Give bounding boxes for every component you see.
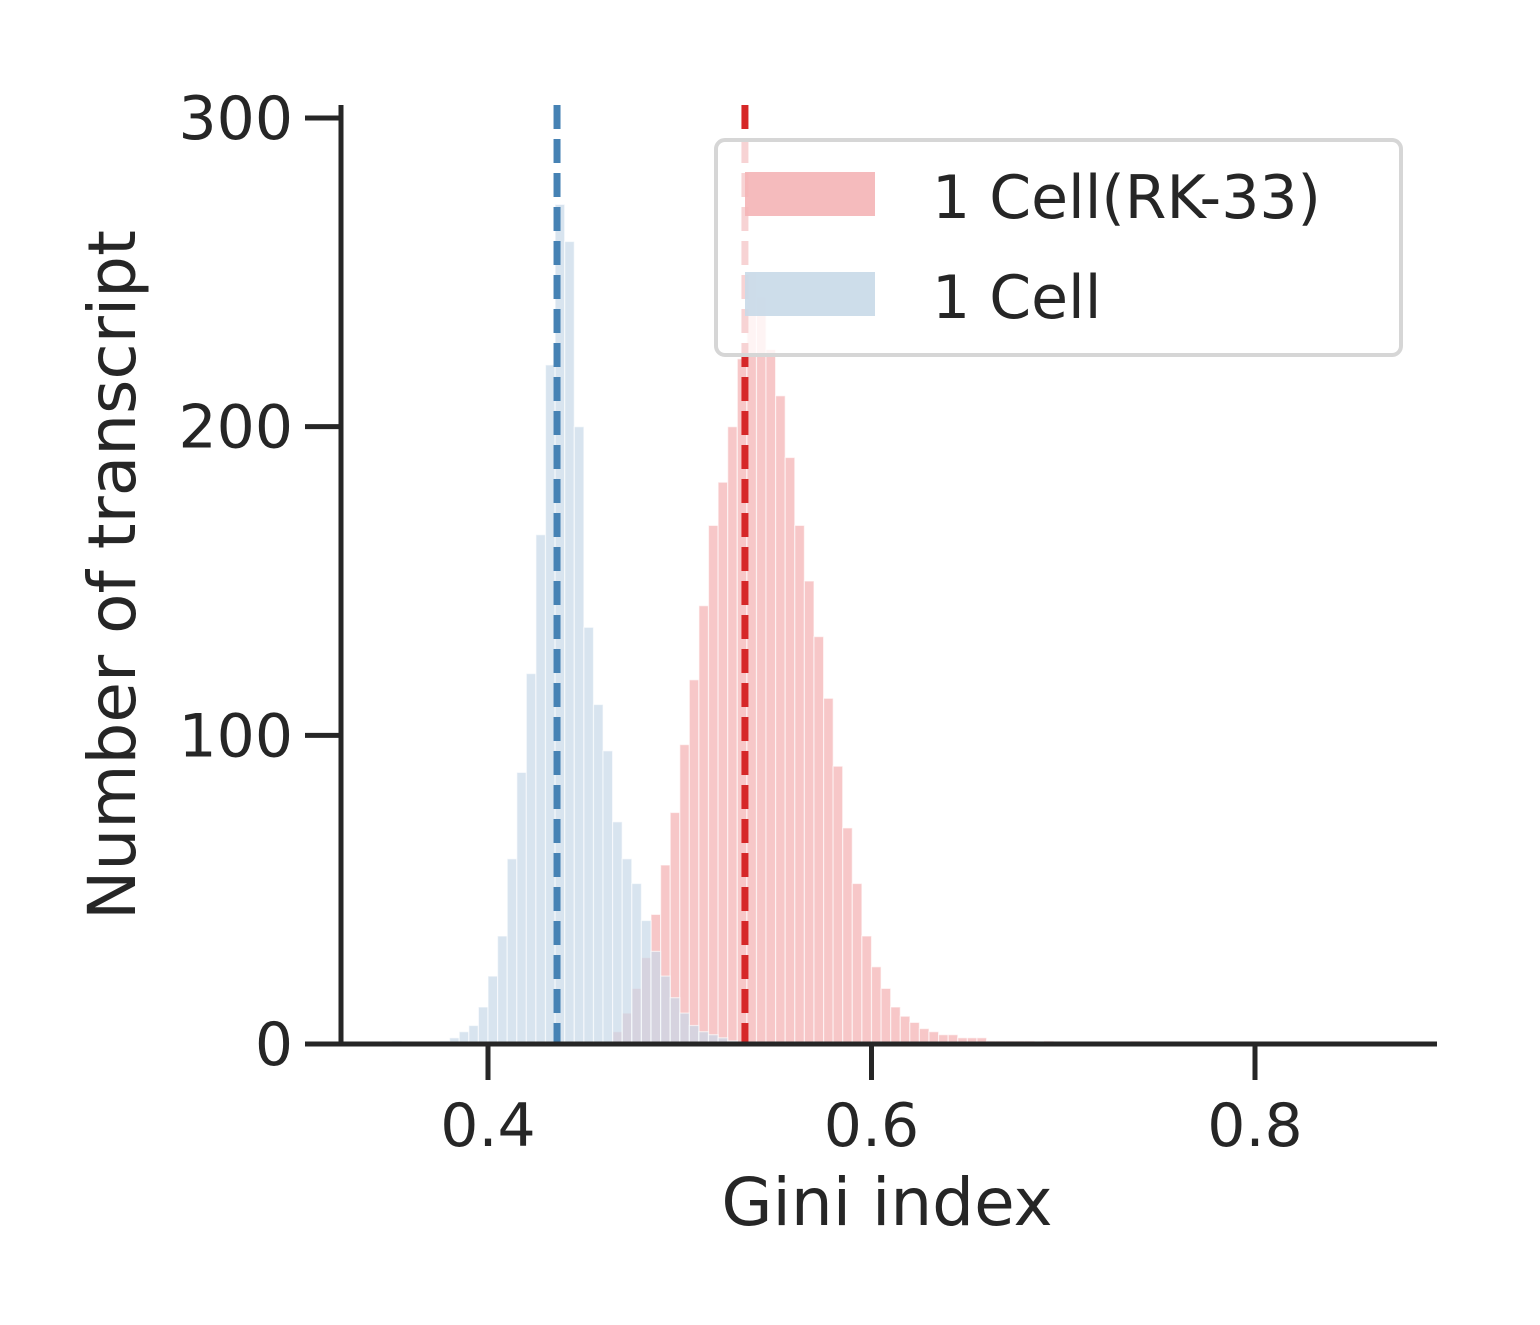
histogram-bar-1cell	[640, 919, 652, 1045]
x-tick-label: 0.4	[440, 1091, 535, 1161]
ticks: 0 100 200 300 0.4 0.6 0.8	[178, 84, 1302, 1161]
x-tick-label: 0.6	[824, 1091, 919, 1161]
histogram-bar-1cell	[669, 997, 681, 1045]
histogram-bar-rk33	[774, 395, 786, 1045]
x-axis-label: Gini index	[721, 1164, 1052, 1241]
histogram-bar-rk33	[870, 966, 882, 1045]
histogram-bar-1cell	[583, 626, 595, 1045]
histogram-bar-1cell	[477, 1006, 489, 1045]
histogram-bar-1cell	[487, 975, 499, 1045]
histogram-bar-rk33	[727, 426, 738, 1045]
histogram-bar-rk33	[842, 827, 853, 1045]
histogram-bar-1cell	[611, 821, 623, 1045]
x-tick-label: 0.8	[1207, 1091, 1302, 1161]
histogram-bar-rk33	[861, 935, 873, 1045]
histogram-bar-rk33	[851, 882, 863, 1045]
histogram-bar-1cell	[516, 771, 527, 1045]
histogram-bar-rk33	[688, 679, 700, 1045]
legend-swatch-rk33	[745, 172, 875, 216]
histogram-bar-rk33	[755, 296, 767, 1045]
histogram-bar-1cell	[592, 703, 604, 1045]
histogram-bar-1cell	[564, 240, 575, 1045]
histogram-bar-rk33	[899, 1015, 911, 1045]
y-tick-label: 200	[178, 393, 293, 463]
histogram-bar-1cell	[468, 1024, 479, 1045]
y-tick-label: 0	[255, 1010, 293, 1080]
histogram-bar-rk33	[698, 605, 710, 1045]
y-tick-label: 100	[178, 701, 293, 771]
legend-swatch-1cell	[745, 272, 875, 316]
y-axis-label: Number of transcript	[74, 230, 151, 920]
histogram-bar-rk33	[794, 524, 805, 1045]
histogram-bar-1cell	[688, 1024, 700, 1045]
histogram-bar-1cell	[535, 534, 547, 1045]
histogram-bar-rk33	[909, 1021, 920, 1045]
histogram-bar-1cell	[650, 950, 662, 1045]
histogram-bar-rk33	[880, 987, 892, 1045]
histogram-bar-rk33	[679, 743, 690, 1045]
histogram-bar-1cell	[497, 935, 508, 1045]
histogram-bar-1cell	[525, 672, 537, 1045]
histogram-bar-1cell	[506, 858, 518, 1045]
legend-frame	[714, 138, 1403, 357]
legend[interactable]: 1 Cell(RK-33) 1 Cell	[714, 138, 1403, 357]
histogram-bar-rk33	[813, 635, 825, 1045]
histogram-bar-rk33	[717, 481, 729, 1045]
histogram-bar-rk33	[803, 580, 815, 1045]
legend-label-1cell: 1 Cell	[932, 263, 1101, 333]
y-tick-label: 300	[178, 84, 293, 154]
histogram-bar-rk33	[822, 697, 834, 1045]
series-rk33-bars	[611, 271, 1141, 1045]
histogram-bar-1cell	[621, 858, 633, 1045]
histogram-bar-1cell	[659, 975, 671, 1045]
histogram-bar-rk33	[890, 1006, 901, 1045]
histogram-bar-1cell	[602, 750, 614, 1045]
histogram-bar-1cell	[573, 426, 585, 1045]
legend-label-rk33: 1 Cell(RK-33)	[932, 163, 1321, 233]
histogram-bar-1cell	[679, 1012, 690, 1045]
histogram-bar-rk33	[784, 456, 796, 1045]
histogram-bar-rk33	[832, 765, 844, 1045]
histogram-bar-1cell	[631, 882, 642, 1045]
histogram-bar-rk33	[707, 524, 719, 1045]
histogram-bar-rk33	[765, 348, 777, 1045]
